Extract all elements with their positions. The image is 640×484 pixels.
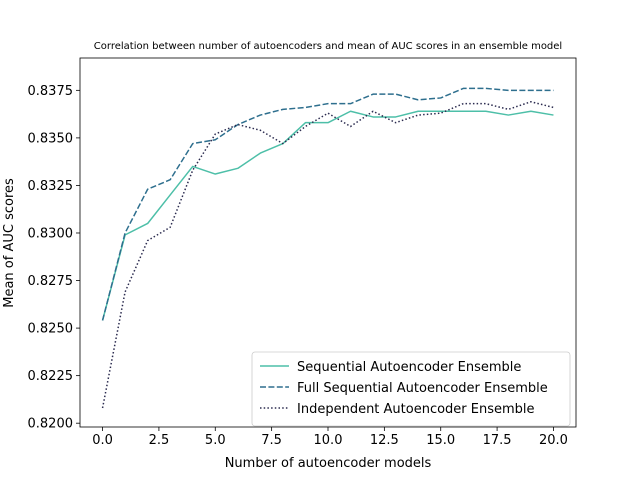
x-tick-label: 15.0	[426, 433, 455, 448]
legend-box	[251, 351, 571, 427]
x-tick-label: 7.5	[261, 433, 282, 448]
x-tick-label: 10.0	[314, 433, 343, 448]
x-axis-label: Number of autoencoder models	[225, 456, 432, 471]
legend: Sequential Autoencoder Ensemble Full Sequ…	[251, 351, 571, 427]
y-tick-label: 0.8375	[28, 84, 74, 99]
x-tick-label: 17.5	[483, 433, 512, 448]
y-axis-label: Mean of AUC scores	[2, 178, 17, 308]
axes-layer: 0.0 2.5 5.0 7.5 10.0 12.5 15.0 17.5 20.0 0.8200 0.…	[28, 57, 577, 448]
x-tick-label: 5.0	[205, 433, 226, 448]
y-tick-label: 0.8350	[28, 131, 74, 146]
series-layer	[101, 87, 554, 409]
y-tick-label: 0.8200	[28, 417, 74, 432]
x-tick-label: 12.5	[370, 433, 399, 448]
x-tick-label: 2.5	[149, 433, 170, 448]
x-tick-label: 20.0	[539, 433, 568, 448]
series-line-0	[101, 110, 554, 321]
y-tick-label: 0.8325	[28, 179, 74, 194]
chart-title: Correlation between number of autoencode…	[94, 41, 562, 52]
legend-label-1: Full Sequential Autoencoder Ensemble	[297, 381, 548, 396]
y-tick-label: 0.8250	[28, 322, 74, 337]
y-tick-label: 0.8275	[28, 274, 74, 289]
x-tick-label: 0.0	[92, 433, 113, 448]
y-tick-label: 0.8300	[28, 226, 74, 241]
legend-label-0: Sequential Autoencoder Ensemble	[297, 360, 521, 375]
y-tick-label: 0.8225	[28, 369, 74, 384]
series-line-1	[101, 87, 554, 321]
legend-label-2: Independent Autoencoder Ensemble	[297, 402, 535, 417]
